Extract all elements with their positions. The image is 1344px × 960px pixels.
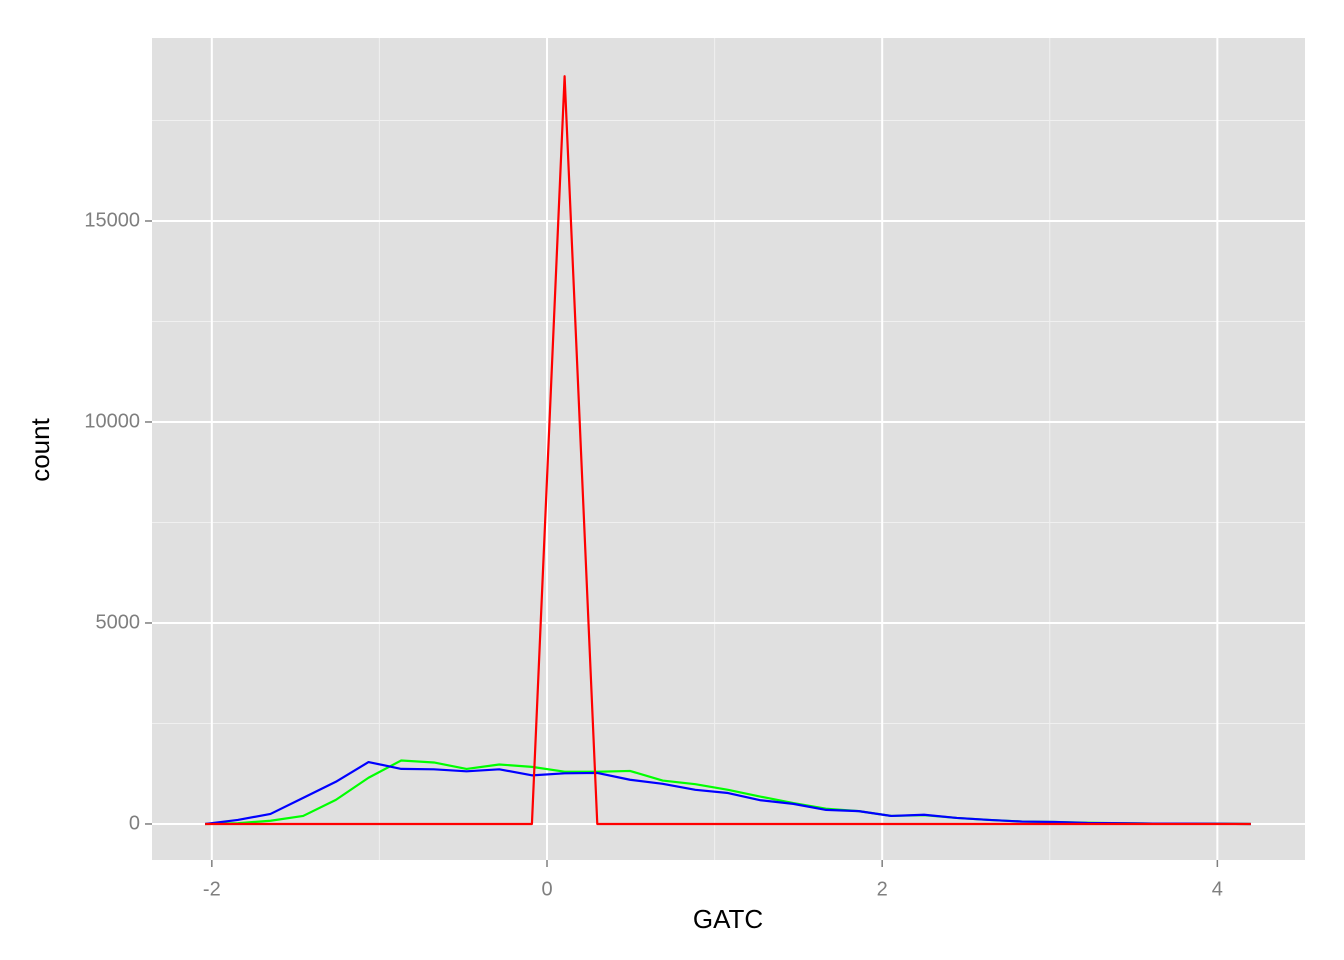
x-tick-label: 2 bbox=[877, 878, 888, 900]
y-tick-label: 0 bbox=[129, 812, 140, 834]
data-line bbox=[205, 75, 1251, 826]
data-line bbox=[204, 760, 1251, 826]
y-axis-title: count bbox=[25, 417, 55, 481]
y-tick-label: 10000 bbox=[84, 410, 140, 432]
x-tick-label: 0 bbox=[541, 878, 552, 900]
x-tick-label: -2 bbox=[203, 878, 221, 900]
y-tick-label: 15000 bbox=[84, 209, 140, 231]
x-axis-title: GATC bbox=[693, 904, 763, 934]
plot-panel bbox=[152, 38, 1305, 860]
x-tick-label: 4 bbox=[1212, 878, 1223, 900]
y-tick-label: 5000 bbox=[96, 611, 141, 633]
